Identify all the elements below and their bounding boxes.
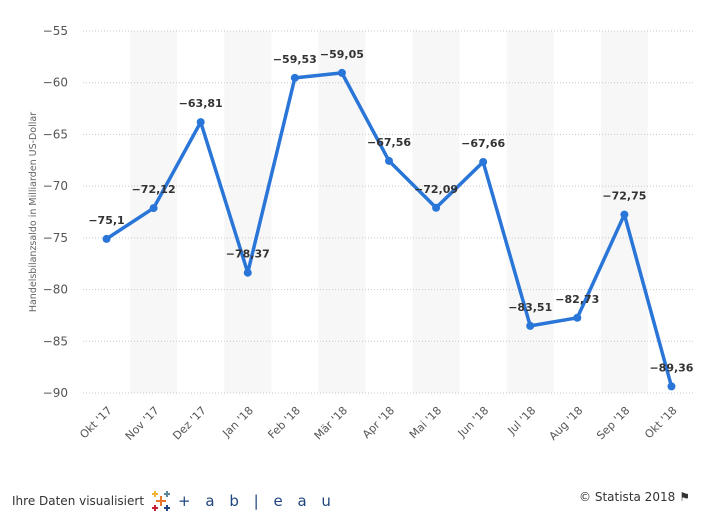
data-point	[337, 68, 346, 77]
tableau-logo-icon	[152, 491, 171, 511]
column-band	[506, 31, 554, 393]
y-tick-label: −60	[43, 76, 68, 90]
y-tick-label: −70	[43, 179, 68, 193]
tableau-logo-text: + a b | e a u	[178, 492, 336, 510]
data-label: −67,66	[461, 137, 505, 150]
y-tick-label: −90	[43, 386, 68, 400]
data-label: −75,1	[88, 214, 124, 227]
data-label: −83,51	[508, 301, 552, 314]
data-label: −67,56	[367, 136, 411, 149]
data-point	[620, 210, 629, 219]
y-tick-label: −85	[43, 334, 68, 348]
data-label: −89,36	[649, 361, 693, 374]
x-tick-label: Jun '18	[455, 404, 492, 441]
x-tick-label: Mai '18	[407, 404, 444, 441]
data-point	[196, 118, 205, 127]
series-line	[105, 71, 674, 387]
data-label: −82,73	[555, 293, 599, 306]
data-point	[385, 156, 393, 165]
data-point	[290, 73, 299, 82]
x-tick-label: Dez '17	[170, 404, 209, 443]
x-tick-label: Feb '18	[265, 404, 302, 441]
column-band	[412, 31, 460, 393]
y-tick-label: −75	[43, 231, 68, 245]
data-label: −72,75	[602, 190, 646, 203]
x-tick-label: Sep '18	[594, 404, 632, 442]
y-tick-label: −55	[43, 24, 68, 38]
data-point	[243, 268, 252, 277]
column-band	[318, 31, 366, 393]
column-band	[224, 31, 272, 393]
data-label: −59,53	[273, 53, 317, 66]
data-point	[102, 234, 111, 243]
x-tick-label: Jan '18	[219, 404, 255, 440]
copyright-text: © Statista 2018	[579, 490, 676, 504]
data-label: −72,12	[132, 183, 176, 196]
data-label: −78,37	[226, 248, 270, 261]
data-point	[479, 157, 488, 166]
footer-text: Ihre Daten visualisiert	[12, 494, 145, 508]
y-tick-label: −65	[43, 127, 68, 141]
footer-copyright[interactable]: © Statista 2018 ⚑	[579, 490, 690, 504]
x-tick-label: Aug '18	[547, 404, 586, 443]
data-point	[573, 313, 582, 322]
x-tick-label: Okt '18	[642, 404, 679, 441]
data-point	[526, 321, 535, 330]
data-label: −59,05	[320, 48, 364, 61]
flag-icon: ⚑	[679, 490, 690, 504]
y-tick-label: −80	[43, 283, 68, 297]
data-point	[149, 204, 158, 213]
y-axis-label: Handelsbilanzsaldo in Milliarden US-Doll…	[28, 112, 39, 312]
x-tick-label: Okt '17	[77, 404, 114, 441]
footer-attribution: Ihre Daten visualisiert + a b | e a u	[12, 490, 336, 512]
x-tick-label: Nov '17	[123, 404, 162, 443]
data-point	[667, 382, 676, 391]
data-label: −72,09	[414, 183, 458, 196]
x-tick-label: Apr '18	[360, 404, 397, 441]
x-tick-label: Jul '18	[505, 404, 539, 438]
x-tick-label: Mär '18	[312, 404, 350, 442]
data-point	[432, 203, 441, 212]
data-label: −63,81	[179, 97, 223, 110]
